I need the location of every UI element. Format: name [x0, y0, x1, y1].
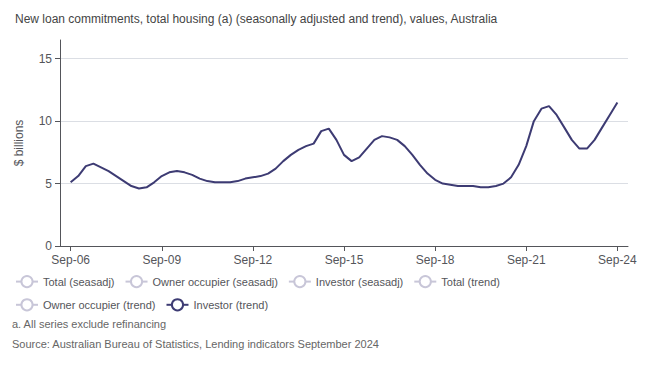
svg-text:Investor (trend): Investor (trend)	[193, 299, 268, 311]
svg-text:5: 5	[45, 177, 52, 191]
svg-text:Sep-24: Sep-24	[598, 253, 637, 267]
svg-text:a. All series exclude refinanc: a. All series exclude refinancing	[12, 318, 166, 330]
svg-text:Owner occupier (trend): Owner occupier (trend)	[43, 299, 156, 311]
svg-text:Sep-18: Sep-18	[416, 253, 455, 267]
svg-text:15: 15	[39, 52, 53, 66]
svg-text:Source: Australian Bureau of S: Source: Australian Bureau of Statistics,…	[12, 338, 379, 350]
svg-text:Sep-21: Sep-21	[507, 253, 546, 267]
svg-text:Owner occupier (seasadj): Owner occupier (seasadj)	[153, 276, 278, 288]
svg-text:Total (seasadj): Total (seasadj)	[43, 276, 115, 288]
svg-text:New loan commitments, total ho: New loan commitments, total housing (a) …	[15, 12, 498, 26]
svg-text:Investor (seasadj): Investor (seasadj)	[316, 276, 403, 288]
svg-text:0: 0	[45, 239, 52, 253]
svg-text:Sep-15: Sep-15	[325, 253, 364, 267]
svg-text:Total (trend): Total (trend)	[441, 276, 500, 288]
svg-text:Sep-09: Sep-09	[142, 253, 181, 267]
svg-text:Sep-12: Sep-12	[234, 253, 273, 267]
svg-text:10: 10	[39, 114, 53, 128]
svg-text:Sep-06: Sep-06	[51, 253, 90, 267]
svg-text:$ billions: $ billions	[12, 120, 26, 167]
